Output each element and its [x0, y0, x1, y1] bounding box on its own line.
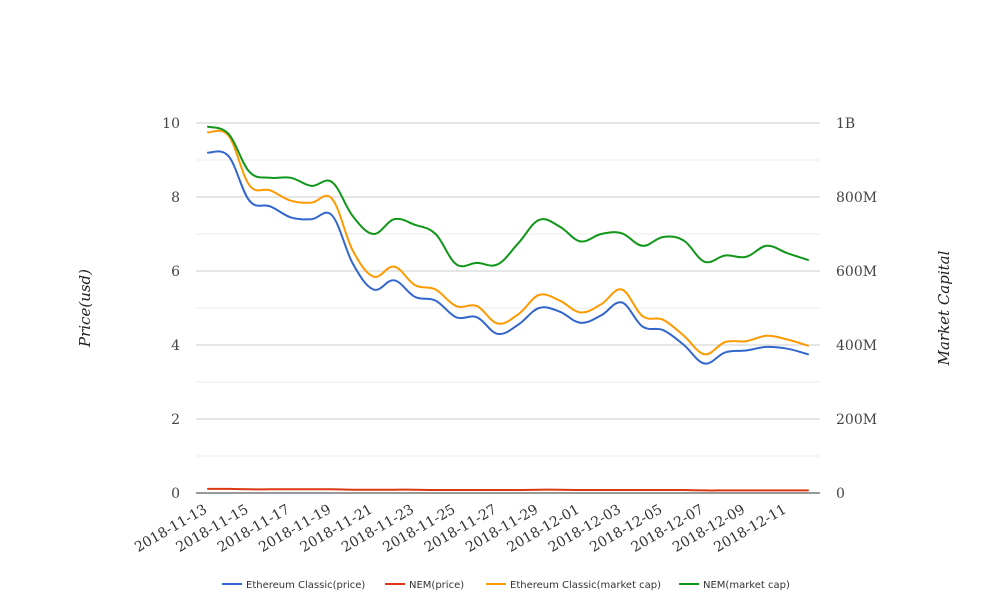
legend-label: Ethereum Classic(price) — [246, 580, 365, 591]
y-left-tick-label: 0 — [171, 486, 180, 502]
series-lines — [207, 125, 809, 492]
y-left-tick-label: 4 — [171, 338, 180, 354]
y-axis-right-title: Market Capital — [935, 250, 953, 366]
legend-label: NEM(market cap) — [703, 580, 790, 591]
series-line-1 — [207, 487, 809, 492]
right-y-axis: 0 200M 400M 600M 800M 1B — [836, 116, 877, 502]
x-axis: 2018-11-132018-11-152018-11-172018-11-19… — [132, 502, 789, 556]
left-y-axis: 0 2 4 6 8 10 — [162, 116, 180, 502]
y-left-tick-label: 10 — [162, 116, 180, 132]
legend-item: NEM(market cap) — [679, 580, 790, 591]
legend-item: Ethereum Classic(price) — [222, 580, 365, 591]
y-right-tick-label: 400M — [836, 338, 877, 354]
y-left-tick-label: 8 — [171, 190, 180, 206]
y-right-tick-label: 200M — [836, 412, 877, 428]
series-line-2 — [207, 129, 809, 356]
legend-label: Ethereum Classic(market cap) — [510, 580, 661, 591]
y-right-tick-label: 800M — [836, 190, 877, 206]
legend: Ethereum Classic(price) NEM(price) Ethereu… — [222, 580, 790, 591]
legend-label: NEM(price) — [409, 580, 464, 591]
y-right-tick-label: 0 — [836, 486, 845, 502]
y-right-tick-label: 1B — [836, 116, 855, 132]
y-right-tick-label: 600M — [836, 264, 877, 280]
y-axis-left-title: Price(usd) — [76, 269, 94, 348]
legend-item: Ethereum Classic(market cap) — [486, 580, 661, 591]
legend-item: NEM(price) — [385, 580, 464, 591]
y-left-tick-label: 6 — [171, 264, 180, 280]
grid-lines — [196, 122, 820, 494]
series-line-0 — [207, 150, 809, 365]
y-left-tick-label: 2 — [171, 412, 180, 428]
series-line-3 — [207, 125, 809, 268]
